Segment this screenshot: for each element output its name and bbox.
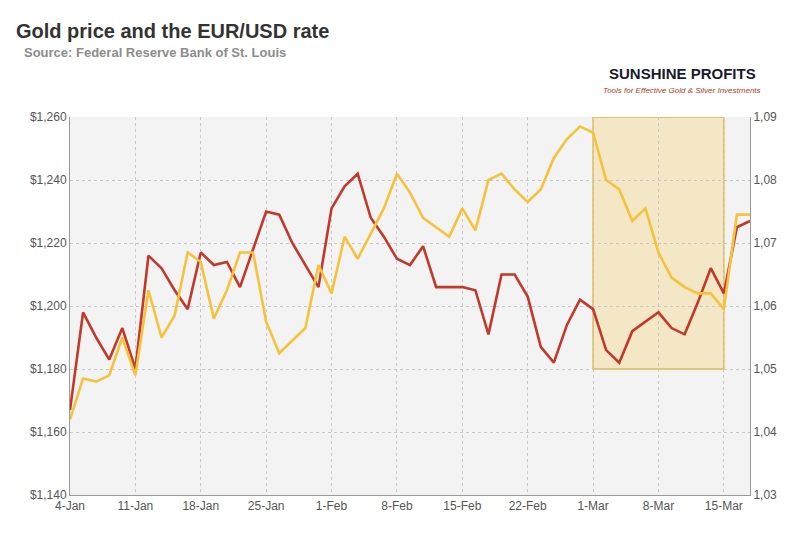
svg-text:22-Feb: 22-Feb: [509, 499, 547, 513]
svg-text:1,03: 1,03: [753, 488, 777, 502]
svg-text:$1,160: $1,160: [30, 425, 67, 439]
svg-text:1,06: 1,06: [753, 299, 777, 313]
svg-text:Source: Federal Reserve Bank o: Source: Federal Reserve Bank of St. Loui…: [24, 45, 286, 60]
svg-text:11-Jan: 11-Jan: [117, 499, 153, 513]
svg-text:18-Jan: 18-Jan: [182, 499, 219, 513]
svg-text:1-Mar: 1-Mar: [577, 499, 608, 513]
svg-text:Gold price and the EUR/USD rat: Gold price and the EUR/USD rate: [16, 20, 329, 42]
svg-text:1,04: 1,04: [753, 425, 777, 439]
svg-text:1,07: 1,07: [753, 236, 777, 250]
svg-text:$1,140: $1,140: [30, 488, 67, 502]
svg-text:1-Feb: 1-Feb: [316, 499, 348, 513]
svg-text:$1,200: $1,200: [30, 299, 67, 313]
svg-text:15-Mar: 15-Mar: [705, 499, 743, 513]
svg-text:1,08: 1,08: [753, 173, 777, 187]
svg-text:$1,180: $1,180: [30, 362, 67, 376]
svg-text:1,09: 1,09: [753, 110, 777, 124]
svg-text:Tools for Effective Gold & Sil: Tools for Effective Gold & Silver Invest…: [603, 86, 761, 95]
svg-text:$1,220: $1,220: [30, 236, 67, 250]
svg-text:25-Jan: 25-Jan: [248, 499, 285, 513]
svg-text:$1,240: $1,240: [30, 173, 67, 187]
svg-text:15-Feb: 15-Feb: [443, 499, 481, 513]
svg-text:1,05: 1,05: [753, 362, 777, 376]
svg-text:8-Feb: 8-Feb: [381, 499, 413, 513]
svg-text:8-Mar: 8-Mar: [643, 499, 674, 513]
svg-text:4-Jan: 4-Jan: [55, 499, 85, 513]
svg-text:SUNSHINE PROFITS: SUNSHINE PROFITS: [609, 65, 756, 82]
svg-text:$1,260: $1,260: [30, 110, 67, 124]
